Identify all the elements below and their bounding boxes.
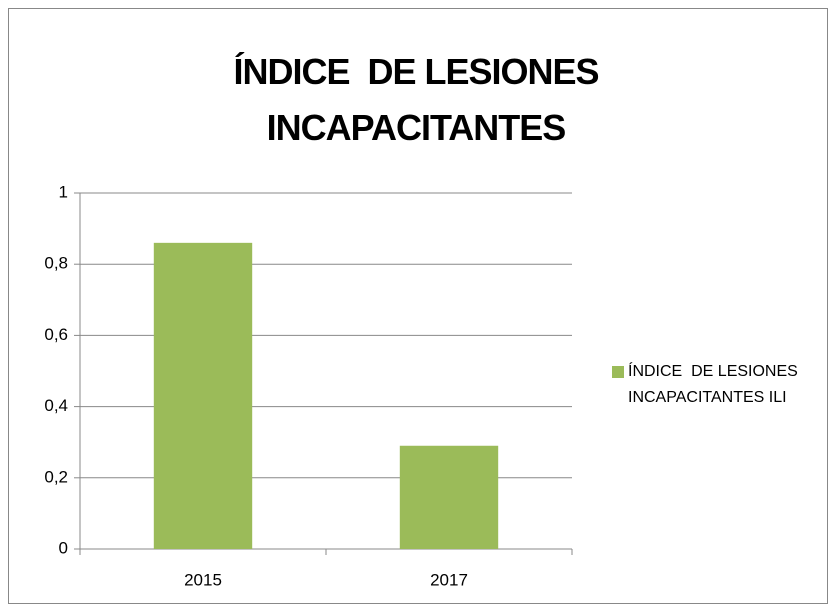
bar — [399, 445, 499, 549]
x-tick-label: 2017 — [430, 570, 468, 589]
y-tick-label: 0,4 — [44, 396, 68, 415]
legend-swatch — [612, 366, 624, 378]
chart-title: ÍNDICE DE LESIONES INCAPACITANTES — [233, 51, 608, 148]
y-tick-label: 0 — [59, 538, 68, 557]
y-tick-label: 1 — [59, 182, 68, 201]
x-tick-label: 2015 — [184, 570, 222, 589]
y-tick-label: 0,6 — [44, 325, 68, 344]
legend-label: ÍNDICE DE LESIONES INCAPACITANTES ILI — [628, 363, 803, 406]
y-tick-label: 0,8 — [44, 254, 68, 273]
y-tick-label: 0,2 — [44, 467, 68, 486]
bar — [153, 242, 253, 549]
